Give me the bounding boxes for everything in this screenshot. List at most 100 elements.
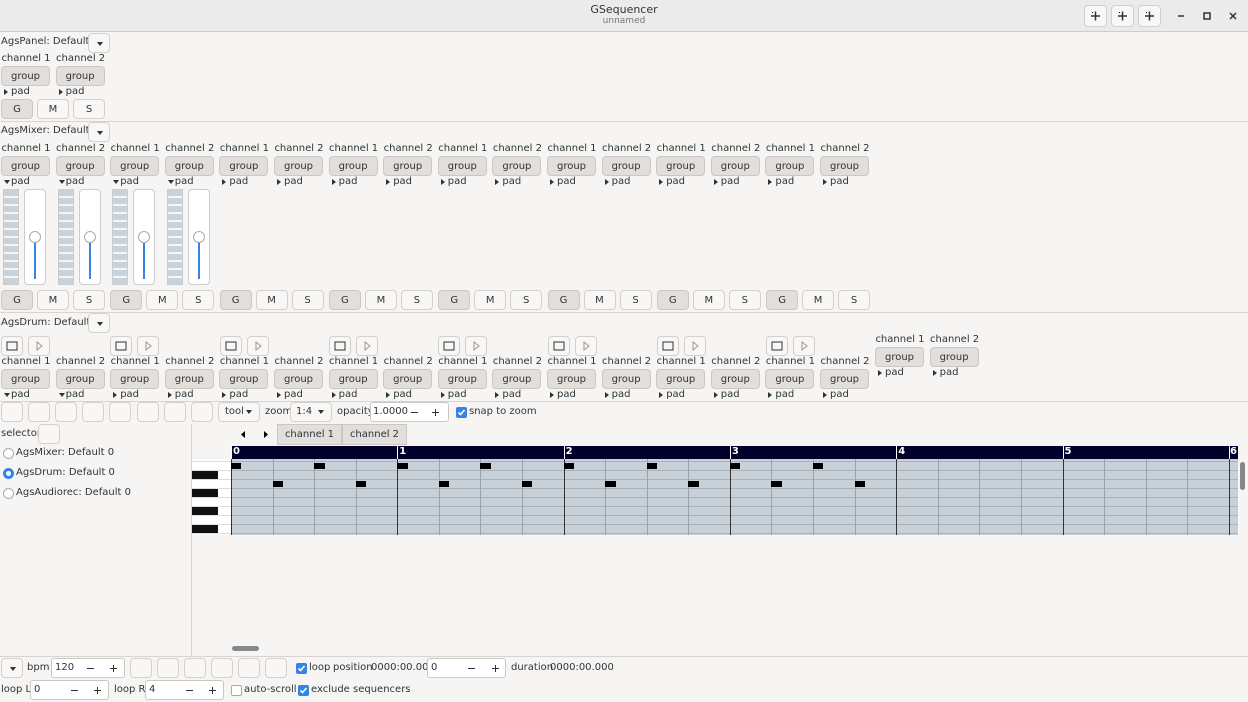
radio-button[interactable]: [3, 488, 14, 499]
toggle-button[interactable]: M: [255, 290, 288, 310]
open-button[interactable]: [656, 336, 679, 356]
play-button[interactable]: [465, 336, 488, 356]
checkbox[interactable]: [231, 685, 242, 696]
group-button[interactable]: group: [492, 156, 542, 176]
play-button[interactable]: [574, 336, 597, 356]
group-button[interactable]: group: [656, 156, 706, 176]
icon-button[interactable]: [38, 424, 60, 444]
play-button[interactable]: [137, 336, 160, 356]
toggle-button[interactable]: G: [1, 290, 33, 310]
group-button[interactable]: group: [328, 369, 378, 389]
zoom-combo[interactable]: [290, 402, 332, 422]
group-button[interactable]: group: [274, 156, 323, 176]
icon-button[interactable]: [82, 402, 104, 422]
group-button[interactable]: group: [710, 156, 760, 176]
toggle-button[interactable]: S: [838, 290, 871, 310]
position-entry[interactable]: [427, 658, 506, 678]
group-button[interactable]: group: [547, 369, 596, 389]
icon-button[interactable]: [1, 402, 23, 422]
icon-button[interactable]: [109, 402, 131, 422]
slider-knob[interactable]: [29, 231, 41, 243]
toggle-button[interactable]: M: [802, 290, 835, 310]
toggle-button[interactable]: G: [219, 290, 252, 310]
checkbox[interactable]: [456, 407, 467, 418]
checkbox[interactable]: [296, 663, 307, 674]
group-button[interactable]: group: [601, 156, 651, 176]
open-button[interactable]: [438, 336, 461, 356]
toggle-button[interactable]: M: [37, 290, 69, 310]
toggle-button[interactable]: M: [474, 290, 507, 310]
toggle-button[interactable]: M: [692, 290, 725, 310]
icon-button[interactable]: [238, 658, 260, 678]
toggle-button[interactable]: G: [656, 290, 689, 310]
toggle-button[interactable]: S: [400, 290, 433, 310]
toggle-button[interactable]: M: [37, 99, 69, 119]
toggle-button[interactable]: M: [364, 290, 397, 310]
slider-knob[interactable]: [83, 231, 96, 243]
group-button[interactable]: group: [219, 369, 269, 389]
channel-tab[interactable]: channel 2: [342, 424, 407, 445]
group-button[interactable]: group: [765, 369, 815, 389]
play-button[interactable]: [793, 336, 816, 356]
horizontal-scrollbar[interactable]: [232, 646, 259, 651]
icon-button[interactable]: [191, 402, 213, 422]
channel-tab[interactable]: channel 1: [277, 424, 342, 445]
toggle-button[interactable]: M: [146, 290, 179, 310]
group-button[interactable]: group: [547, 156, 596, 176]
group-button[interactable]: group: [164, 156, 214, 176]
play-button[interactable]: [683, 336, 706, 356]
group-button[interactable]: group: [383, 369, 433, 389]
group-button[interactable]: group: [1, 369, 50, 389]
open-button[interactable]: [547, 336, 570, 356]
icon-button[interactable]: [137, 402, 159, 422]
group-button[interactable]: group: [437, 156, 487, 176]
toggle-button[interactable]: S: [510, 290, 543, 310]
icon-button[interactable]: [157, 658, 179, 678]
group-button[interactable]: group: [1, 156, 50, 176]
icon-button[interactable]: [55, 402, 77, 422]
radio-button[interactable]: [3, 448, 14, 459]
group-button[interactable]: group: [820, 156, 869, 176]
group-button[interactable]: group: [274, 369, 323, 389]
toggle-button[interactable]: S: [73, 290, 105, 310]
toggle-button[interactable]: G: [328, 290, 361, 310]
toggle-button[interactable]: S: [728, 290, 761, 310]
toggle-button[interactable]: G: [547, 290, 580, 310]
nav-arrow[interactable]: [256, 424, 276, 445]
icon-button[interactable]: [184, 658, 206, 678]
group-button[interactable]: group: [765, 156, 815, 176]
opacity-entry[interactable]: [370, 402, 449, 422]
window-controls[interactable]: [1170, 8, 1245, 24]
open-button[interactable]: [1, 336, 23, 356]
icon-button[interactable]: [130, 658, 152, 678]
toggle-button[interactable]: G: [110, 290, 143, 310]
dropdown-button[interactable]: [88, 33, 110, 53]
loop-l-entry[interactable]: [30, 680, 109, 700]
slider-knob[interactable]: [192, 231, 205, 243]
group-button[interactable]: group: [383, 156, 433, 176]
checkbox[interactable]: [298, 685, 309, 696]
play-button[interactable]: [28, 336, 50, 356]
toggle-button[interactable]: G: [1, 99, 33, 119]
radio-button[interactable]: [3, 468, 14, 479]
dropdown-button[interactable]: [88, 122, 110, 142]
header-button[interactable]: [1111, 5, 1134, 27]
toggle-button[interactable]: S: [73, 99, 105, 119]
group-button[interactable]: group: [219, 156, 269, 176]
group-button[interactable]: group: [710, 369, 760, 389]
tool-dropdown[interactable]: [218, 402, 260, 422]
group-button[interactable]: group: [492, 369, 542, 389]
toggle-button[interactable]: G: [766, 290, 799, 310]
group-button[interactable]: group: [328, 156, 378, 176]
open-button[interactable]: [766, 336, 789, 356]
vertical-scrollbar[interactable]: [1240, 462, 1245, 490]
group-button[interactable]: group: [164, 369, 214, 389]
open-button[interactable]: [219, 336, 242, 356]
group-button[interactable]: group: [437, 369, 487, 389]
loop-r-entry[interactable]: [145, 680, 224, 700]
group-button[interactable]: group: [929, 347, 979, 367]
toggle-button[interactable]: S: [619, 290, 652, 310]
nav-arrow[interactable]: [233, 424, 253, 445]
group-button[interactable]: group: [820, 369, 869, 389]
toggle-button[interactable]: G: [438, 290, 471, 310]
